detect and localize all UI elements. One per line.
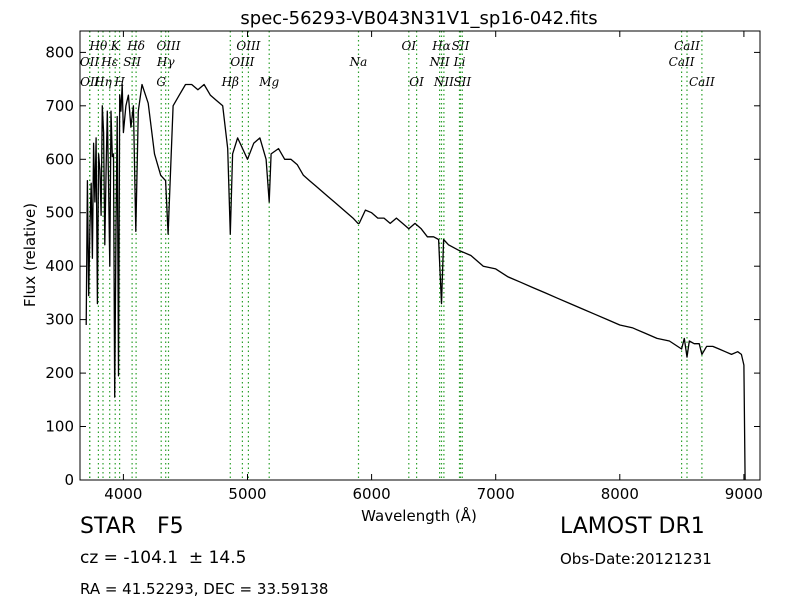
marker-label-19: Hα: [431, 39, 451, 53]
marker-label-20: NII: [429, 55, 450, 69]
y-tick-label-400: 400: [45, 257, 74, 275]
marker-label-23: Li: [453, 55, 466, 69]
y-axis-label: Flux (relative): [21, 203, 39, 307]
marker-label-2: Hθ: [89, 39, 108, 53]
marker-label-8: Hδ: [126, 39, 145, 53]
x-tick-label-6000: 6000: [353, 485, 391, 503]
marker-label-6: SII: [123, 55, 141, 69]
marker-label-25: CaII: [674, 39, 700, 53]
spectrum-line-0: [85, 83, 746, 481]
marker-label-4: Hε: [100, 55, 118, 69]
x-tick-label-7000: 7000: [477, 485, 515, 503]
marker-label-10: Hγ: [156, 55, 175, 69]
marker-label-17: OI: [402, 39, 417, 53]
x-tick-label-9000: 9000: [725, 485, 763, 503]
marker-label-0: OII: [80, 55, 100, 69]
marker-label-13: OIII: [230, 55, 254, 69]
marker-label-11: G: [156, 75, 166, 89]
marker-label-24: SII: [453, 75, 471, 89]
marker-label-5: K: [110, 39, 121, 53]
object-type: STAR: [80, 514, 137, 539]
x-axis-ticks: 4000 5000 6000 7000 8000 9000: [104, 31, 763, 503]
marker-label-26: CaII: [669, 55, 695, 69]
spectrum-series: [85, 83, 746, 481]
survey-name: LAMOST DR1: [560, 514, 705, 539]
y-axis-ticks: 0 100 200 300 400 500 600 700 800: [45, 43, 760, 489]
marker-label-21: NII: [433, 75, 454, 89]
object-subclass: F5: [157, 514, 184, 539]
plot-frame: [79, 30, 761, 481]
marker-label-3: Hη: [93, 75, 112, 89]
marker-label-9: OIII: [156, 39, 180, 53]
y-tick-label-300: 300: [45, 311, 74, 329]
marker-label-18: OI: [409, 75, 424, 89]
marker-label-15: Mg: [258, 75, 279, 89]
y-tick-label-700: 700: [45, 97, 74, 115]
marker-label-14: Hβ: [221, 75, 239, 89]
coordinates: RA = 41.52293, DEC = 33.59138: [80, 580, 329, 598]
marker-label-1: OII: [80, 75, 100, 89]
marker-label-7: H: [113, 75, 125, 89]
y-tick-label-0: 0: [64, 471, 74, 489]
x-tick-label-5000: 5000: [228, 485, 266, 503]
y-tick-label-500: 500: [45, 204, 74, 222]
y-tick-label-100: 100: [45, 418, 74, 436]
chart-title: spec-56293-VB043N31V1_sp16-042.fits: [240, 8, 597, 29]
x-axis-label: Wavelength (Å): [361, 506, 477, 525]
marker-label-27: CaII: [689, 75, 715, 89]
x-tick-label-4000: 4000: [104, 485, 142, 503]
marker-label-16: Na: [349, 55, 368, 69]
y-tick-label-800: 800: [45, 43, 74, 61]
marker-label-22: SII: [452, 39, 470, 53]
y-tick-label-600: 600: [45, 150, 74, 168]
marker-label-12: OIII: [236, 39, 260, 53]
redshift-value: cz = -104.1 ± 14.5: [80, 548, 247, 568]
observation-date: Obs-Date:20121231: [560, 550, 712, 568]
y-tick-label-200: 200: [45, 364, 74, 382]
x-tick-label-8000: 8000: [601, 485, 639, 503]
